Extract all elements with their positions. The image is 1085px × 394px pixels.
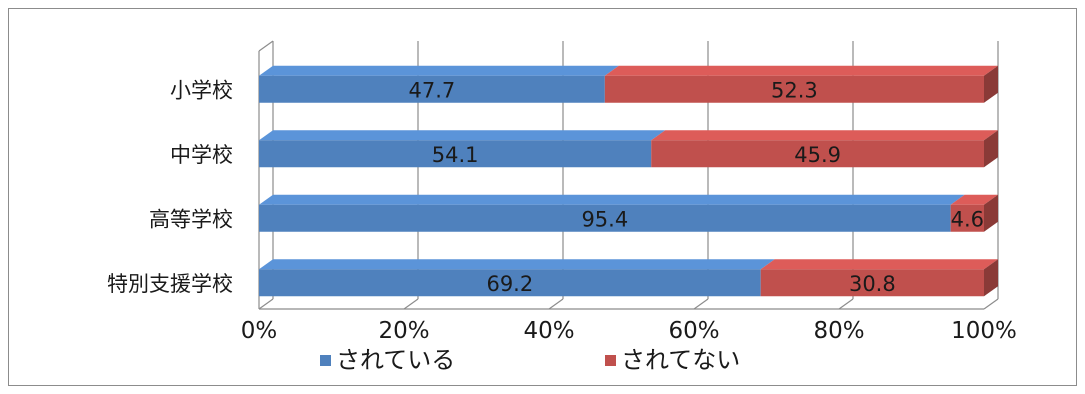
- bar-not-implemented: [760, 259, 998, 297]
- x-tick-label: 60%: [668, 318, 719, 344]
- bar-implemented: [259, 65, 619, 103]
- bar-top-face: [760, 259, 998, 270]
- gridline-floor: [983, 298, 999, 310]
- bar-top-face: [950, 194, 998, 205]
- bar-front-face: [760, 269, 984, 297]
- bar-side-face: [984, 259, 998, 297]
- x-tick-label: 0%: [241, 318, 278, 344]
- wall-top-edge: [258, 40, 274, 52]
- gridline-floor: [258, 298, 274, 310]
- bar-implemented: [259, 194, 965, 232]
- x-tick-label: 20%: [378, 318, 429, 344]
- bar-side-face: [984, 130, 998, 168]
- bar-side-face: [984, 194, 998, 232]
- gridline-floor: [693, 298, 709, 310]
- data-label: 4.6: [951, 207, 984, 231]
- data-label: 54.1: [432, 143, 479, 167]
- bar-top-face: [651, 130, 998, 141]
- bar-top-face: [259, 65, 619, 76]
- bar-not-implemented: [604, 65, 998, 103]
- stacked-bar-chart: 47.7 52.3 小学校 54.1 45.9 中学校 95.4 4.6 高等学校 69.2 30.…: [107, 40, 1017, 374]
- bar-front-face: [259, 204, 951, 232]
- x-tick-label: 80%: [813, 318, 864, 344]
- bar-front-face: [259, 75, 605, 103]
- gridline-floor: [403, 298, 419, 310]
- bar-front-face: [259, 269, 761, 297]
- category-label: 特別支援学校: [107, 272, 233, 296]
- bar-front-face: [259, 140, 652, 168]
- bar-side-face: [984, 65, 998, 103]
- chart-frame: 47.7 52.3 小学校 54.1 45.9 中学校 95.4 4.6 高等学校 69.2 30.…: [8, 8, 1077, 386]
- bar-top-face: [259, 194, 965, 205]
- legend-swatch: [605, 355, 616, 366]
- bar-front-face: [950, 204, 984, 232]
- data-label: 52.3: [771, 78, 818, 102]
- category-label: 小学校: [170, 78, 233, 102]
- legend-swatch: [320, 355, 331, 366]
- gridline-floor: [838, 298, 854, 310]
- bar-not-implemented: [651, 130, 998, 168]
- legend-label: されている: [336, 346, 455, 374]
- category-label: 高等学校: [149, 207, 233, 231]
- x-tick-label: 40%: [523, 318, 574, 344]
- bar-not-implemented: [950, 194, 998, 232]
- data-label: 30.8: [849, 272, 896, 296]
- data-label: 69.2: [486, 272, 533, 296]
- labels: 47.7 52.3 小学校 54.1 45.9 中学校 95.4 4.6 高等学校 69.2 30.…: [107, 78, 1017, 344]
- legend: されている されてない: [320, 346, 740, 374]
- bar-top-face: [604, 65, 998, 76]
- data-label: 47.7: [409, 78, 456, 102]
- data-label: 95.4: [581, 207, 628, 231]
- bar-implemented: [259, 259, 775, 297]
- category-label: 中学校: [170, 143, 233, 167]
- bar-front-face: [604, 75, 984, 103]
- legend-label: されてない: [621, 346, 740, 374]
- bars: [259, 65, 998, 297]
- gridline-floor: [548, 298, 564, 310]
- bar-front-face: [651, 140, 984, 168]
- data-label: 45.9: [794, 143, 841, 167]
- bar-top-face: [259, 130, 666, 141]
- x-tick-label: 100%: [951, 318, 1017, 344]
- bar-top-face: [259, 259, 775, 270]
- bar-implemented: [259, 130, 666, 168]
